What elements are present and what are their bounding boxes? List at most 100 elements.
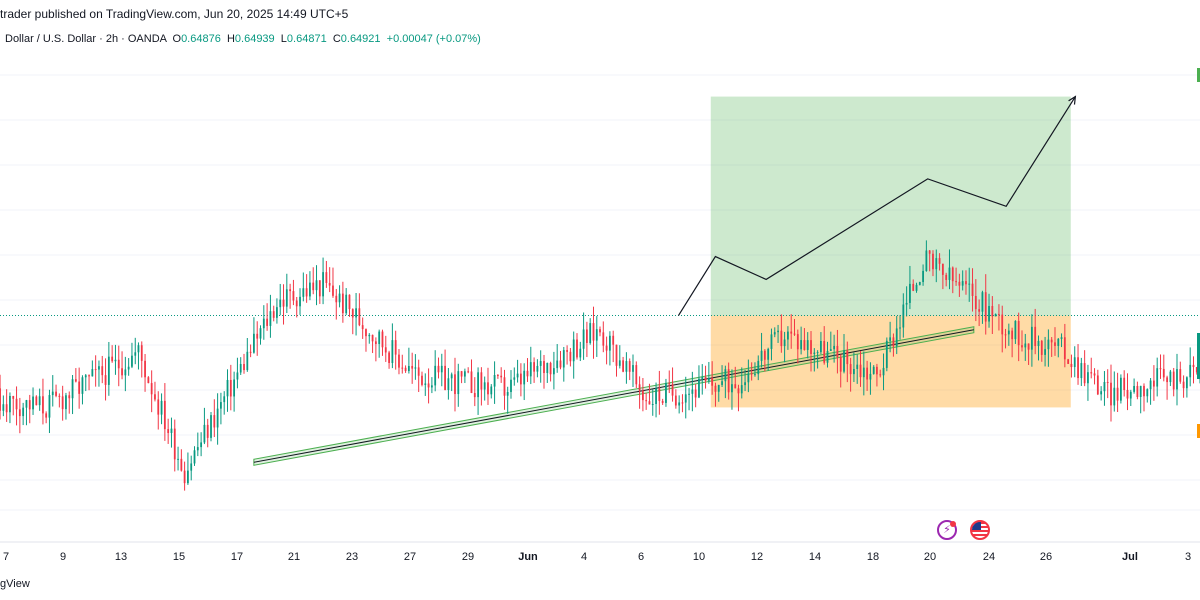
candle-body bbox=[562, 350, 565, 368]
candle-body bbox=[754, 374, 756, 376]
candle-body bbox=[381, 331, 384, 348]
candle-body bbox=[1103, 381, 1106, 392]
candle-body bbox=[58, 395, 61, 397]
x-axis: 7 9 13 15 17 21 23 27 29 Jun 4 6 10 12 14 18 20 24 26 Jul 3 bbox=[0, 541, 1200, 563]
candle-body bbox=[661, 400, 664, 403]
candle-body bbox=[760, 350, 763, 361]
candle-body bbox=[177, 458, 179, 460]
candle-body bbox=[276, 307, 278, 318]
candle-body bbox=[190, 463, 193, 471]
x-tick-label: Jul bbox=[1122, 551, 1138, 563]
candle-body bbox=[932, 253, 934, 270]
candle-body bbox=[1021, 345, 1023, 348]
candle-body bbox=[506, 392, 509, 396]
candle-body bbox=[160, 400, 163, 415]
x-tick-label: 6 bbox=[638, 551, 644, 563]
candle-body bbox=[302, 288, 305, 297]
candle-body bbox=[111, 356, 114, 362]
candle-body bbox=[361, 325, 364, 330]
candle-body bbox=[1040, 340, 1043, 355]
candle-body bbox=[806, 340, 809, 350]
candle-body bbox=[183, 470, 186, 484]
high-label: H bbox=[226, 33, 235, 45]
candle-body bbox=[694, 389, 697, 398]
low-label: L bbox=[280, 33, 287, 45]
candle-body bbox=[490, 386, 493, 395]
candle-body bbox=[0, 388, 1, 411]
candle-body bbox=[1090, 372, 1093, 374]
candle-body bbox=[12, 395, 15, 399]
candle-body bbox=[1195, 367, 1198, 373]
candle-body bbox=[628, 361, 631, 372]
candle-body bbox=[665, 382, 667, 403]
candle-body bbox=[704, 377, 707, 381]
candle-body bbox=[1166, 377, 1168, 383]
candle-body bbox=[955, 281, 957, 283]
candle-body bbox=[233, 379, 236, 397]
candle-body bbox=[417, 367, 420, 376]
candle-body bbox=[800, 340, 803, 350]
candle-body bbox=[470, 371, 473, 394]
projection-path[interactable] bbox=[677, 95, 1077, 316]
candle-body bbox=[671, 384, 674, 396]
candle-body bbox=[101, 366, 104, 376]
candle-body bbox=[945, 274, 948, 280]
candle-body bbox=[216, 408, 219, 428]
candle-body bbox=[371, 334, 374, 342]
publisher-line: trader published on TradingView.com, Jun… bbox=[0, 7, 349, 21]
candle-body bbox=[1169, 371, 1172, 383]
candle-body bbox=[503, 377, 506, 396]
candle-body bbox=[117, 359, 120, 369]
x-tick-label: 9 bbox=[60, 551, 66, 563]
candle-body bbox=[823, 340, 826, 363]
candle-body bbox=[1077, 357, 1079, 379]
candle-body bbox=[978, 309, 981, 312]
candle-body bbox=[28, 400, 31, 410]
event-dot-icon bbox=[950, 521, 956, 527]
candle-body bbox=[724, 369, 727, 382]
candle-body bbox=[137, 345, 140, 353]
candle-body bbox=[862, 367, 865, 378]
candle-body bbox=[576, 339, 578, 358]
candle-body bbox=[282, 299, 285, 307]
candle-body bbox=[1182, 381, 1185, 389]
event-bolt-icon[interactable]: ⚡ bbox=[937, 520, 957, 540]
candle-body bbox=[849, 364, 852, 375]
trend-channel[interactable] bbox=[253, 326, 975, 466]
candle-body bbox=[605, 345, 608, 351]
candle-body bbox=[820, 340, 822, 353]
candle-body bbox=[1139, 385, 1142, 397]
candle-body bbox=[790, 331, 793, 334]
risk-reward-zones[interactable] bbox=[0, 96, 1200, 408]
candle-body bbox=[618, 360, 621, 366]
candle-body bbox=[203, 424, 206, 443]
open-label: O bbox=[172, 33, 182, 45]
candle-body bbox=[88, 375, 90, 377]
candle-body bbox=[902, 304, 905, 328]
candle-body bbox=[1152, 380, 1155, 387]
candle-body bbox=[266, 318, 269, 326]
candle-body bbox=[909, 283, 911, 303]
candle-body bbox=[701, 377, 704, 379]
candle-body bbox=[1014, 321, 1017, 340]
candle-body bbox=[434, 365, 437, 386]
candle-body bbox=[546, 362, 549, 374]
candle-body bbox=[787, 331, 789, 340]
candle-body bbox=[239, 364, 242, 373]
candle-body bbox=[1030, 326, 1033, 350]
candle-body bbox=[163, 400, 166, 430]
candle-body bbox=[144, 360, 146, 378]
us-flag-icon[interactable] bbox=[970, 520, 990, 540]
candle-body bbox=[796, 334, 799, 350]
candle-body bbox=[193, 450, 196, 464]
candle-body bbox=[407, 365, 410, 372]
candle-body bbox=[836, 345, 839, 358]
candle-body bbox=[668, 382, 671, 385]
candle-body bbox=[922, 270, 924, 283]
candle-body bbox=[121, 368, 123, 376]
target-price-mark bbox=[1197, 68, 1200, 82]
candle-body bbox=[292, 291, 295, 301]
candle-body bbox=[325, 272, 328, 283]
candle-body bbox=[74, 379, 77, 382]
